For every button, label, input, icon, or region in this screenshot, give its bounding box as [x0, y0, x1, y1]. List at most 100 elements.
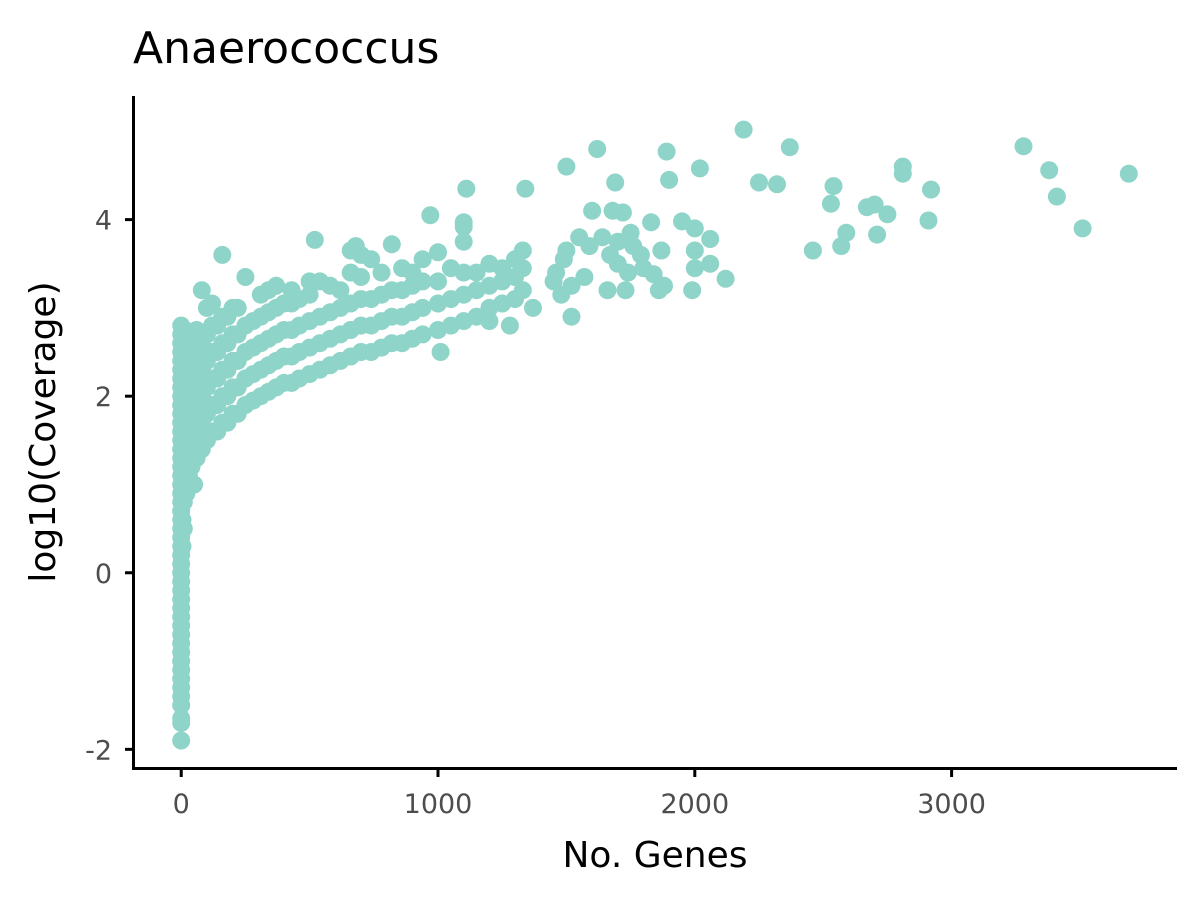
data-point — [606, 173, 625, 192]
data-point — [513, 259, 532, 278]
data-point — [580, 237, 599, 256]
data-point — [172, 709, 191, 728]
data-point — [922, 180, 940, 199]
points-layer — [172, 120, 1138, 750]
data-point — [382, 235, 401, 254]
y-tick-label: 2 — [95, 382, 112, 413]
data-point — [557, 241, 576, 260]
x-tick-label: 1000 — [404, 789, 473, 820]
y-axis-ticks: -2 0 2 4 — [85, 206, 132, 766]
data-point — [172, 731, 191, 750]
data-point — [644, 265, 663, 284]
y-tick-label: 0 — [95, 559, 112, 590]
data-point — [413, 298, 432, 317]
y-axis-title: log10(Coverage) — [23, 281, 64, 582]
data-point — [331, 281, 350, 300]
data-point — [174, 519, 193, 538]
data-point — [457, 179, 476, 198]
data-point — [524, 298, 542, 317]
data-point — [431, 343, 450, 361]
data-point — [372, 263, 391, 282]
data-point — [865, 195, 884, 214]
data-point — [454, 263, 473, 282]
data-point — [213, 245, 232, 264]
data-point — [413, 250, 432, 269]
data-point — [562, 276, 581, 295]
data-point — [454, 217, 473, 236]
data-point — [547, 263, 566, 282]
data-point — [480, 312, 499, 331]
data-point — [352, 268, 370, 286]
data-point — [421, 206, 440, 225]
data-point — [619, 263, 637, 282]
data-point — [685, 241, 704, 260]
data-point — [690, 159, 709, 178]
y-tick-label: 4 — [95, 206, 112, 237]
x-axis-title: No. Genes — [563, 835, 748, 876]
data-point — [516, 179, 535, 198]
data-point — [701, 254, 720, 273]
data-point — [652, 241, 671, 260]
data-point — [685, 219, 704, 238]
x-axis-ticks: 0 1000 2000 3000 — [173, 770, 986, 820]
data-point — [616, 281, 635, 300]
data-point — [1040, 161, 1059, 180]
data-point — [608, 232, 627, 251]
data-point — [454, 232, 473, 251]
data-point — [228, 298, 247, 317]
data-point — [701, 230, 720, 248]
data-point — [716, 269, 735, 288]
data-point — [203, 294, 221, 313]
data-point — [683, 281, 702, 300]
data-point — [768, 175, 786, 194]
data-point — [413, 325, 432, 344]
data-point — [803, 241, 822, 260]
data-point — [821, 194, 840, 213]
data-point — [631, 245, 650, 264]
data-point — [467, 263, 486, 282]
data-point — [660, 170, 679, 189]
data-point — [513, 281, 532, 300]
data-point — [305, 230, 324, 249]
data-point — [734, 120, 753, 139]
data-point — [236, 268, 255, 286]
data-point — [893, 157, 912, 176]
data-point — [267, 276, 286, 295]
data-point — [429, 243, 447, 262]
data-point — [657, 142, 676, 161]
data-point — [837, 223, 856, 242]
data-point — [593, 228, 612, 247]
data-point — [655, 276, 673, 295]
data-point — [642, 213, 661, 232]
chart-title: Anaerococcus — [133, 23, 439, 74]
data-point — [1047, 187, 1066, 206]
data-point — [685, 259, 704, 278]
data-point — [300, 285, 319, 304]
data-point — [362, 250, 381, 269]
data-point — [173, 537, 192, 556]
data-point — [185, 475, 204, 494]
data-point — [598, 281, 617, 300]
x-tick-label: 2000 — [660, 789, 729, 820]
data-point — [1073, 219, 1092, 238]
data-point — [413, 272, 432, 291]
data-point — [562, 307, 581, 326]
data-point — [878, 205, 897, 224]
data-point — [429, 272, 447, 291]
x-tick-label: 0 — [173, 789, 190, 820]
data-point — [780, 138, 799, 157]
data-point — [192, 281, 211, 300]
data-point — [750, 173, 768, 192]
data-point — [824, 177, 843, 196]
x-tick-label: 3000 — [917, 789, 986, 820]
data-point — [1014, 137, 1033, 156]
data-point — [588, 140, 607, 158]
data-point — [919, 211, 938, 230]
data-point — [513, 241, 532, 260]
data-point — [868, 225, 887, 244]
data-point — [583, 201, 602, 220]
data-point — [575, 268, 594, 286]
data-point — [1119, 164, 1138, 183]
data-point — [493, 259, 512, 278]
data-point — [621, 223, 640, 242]
